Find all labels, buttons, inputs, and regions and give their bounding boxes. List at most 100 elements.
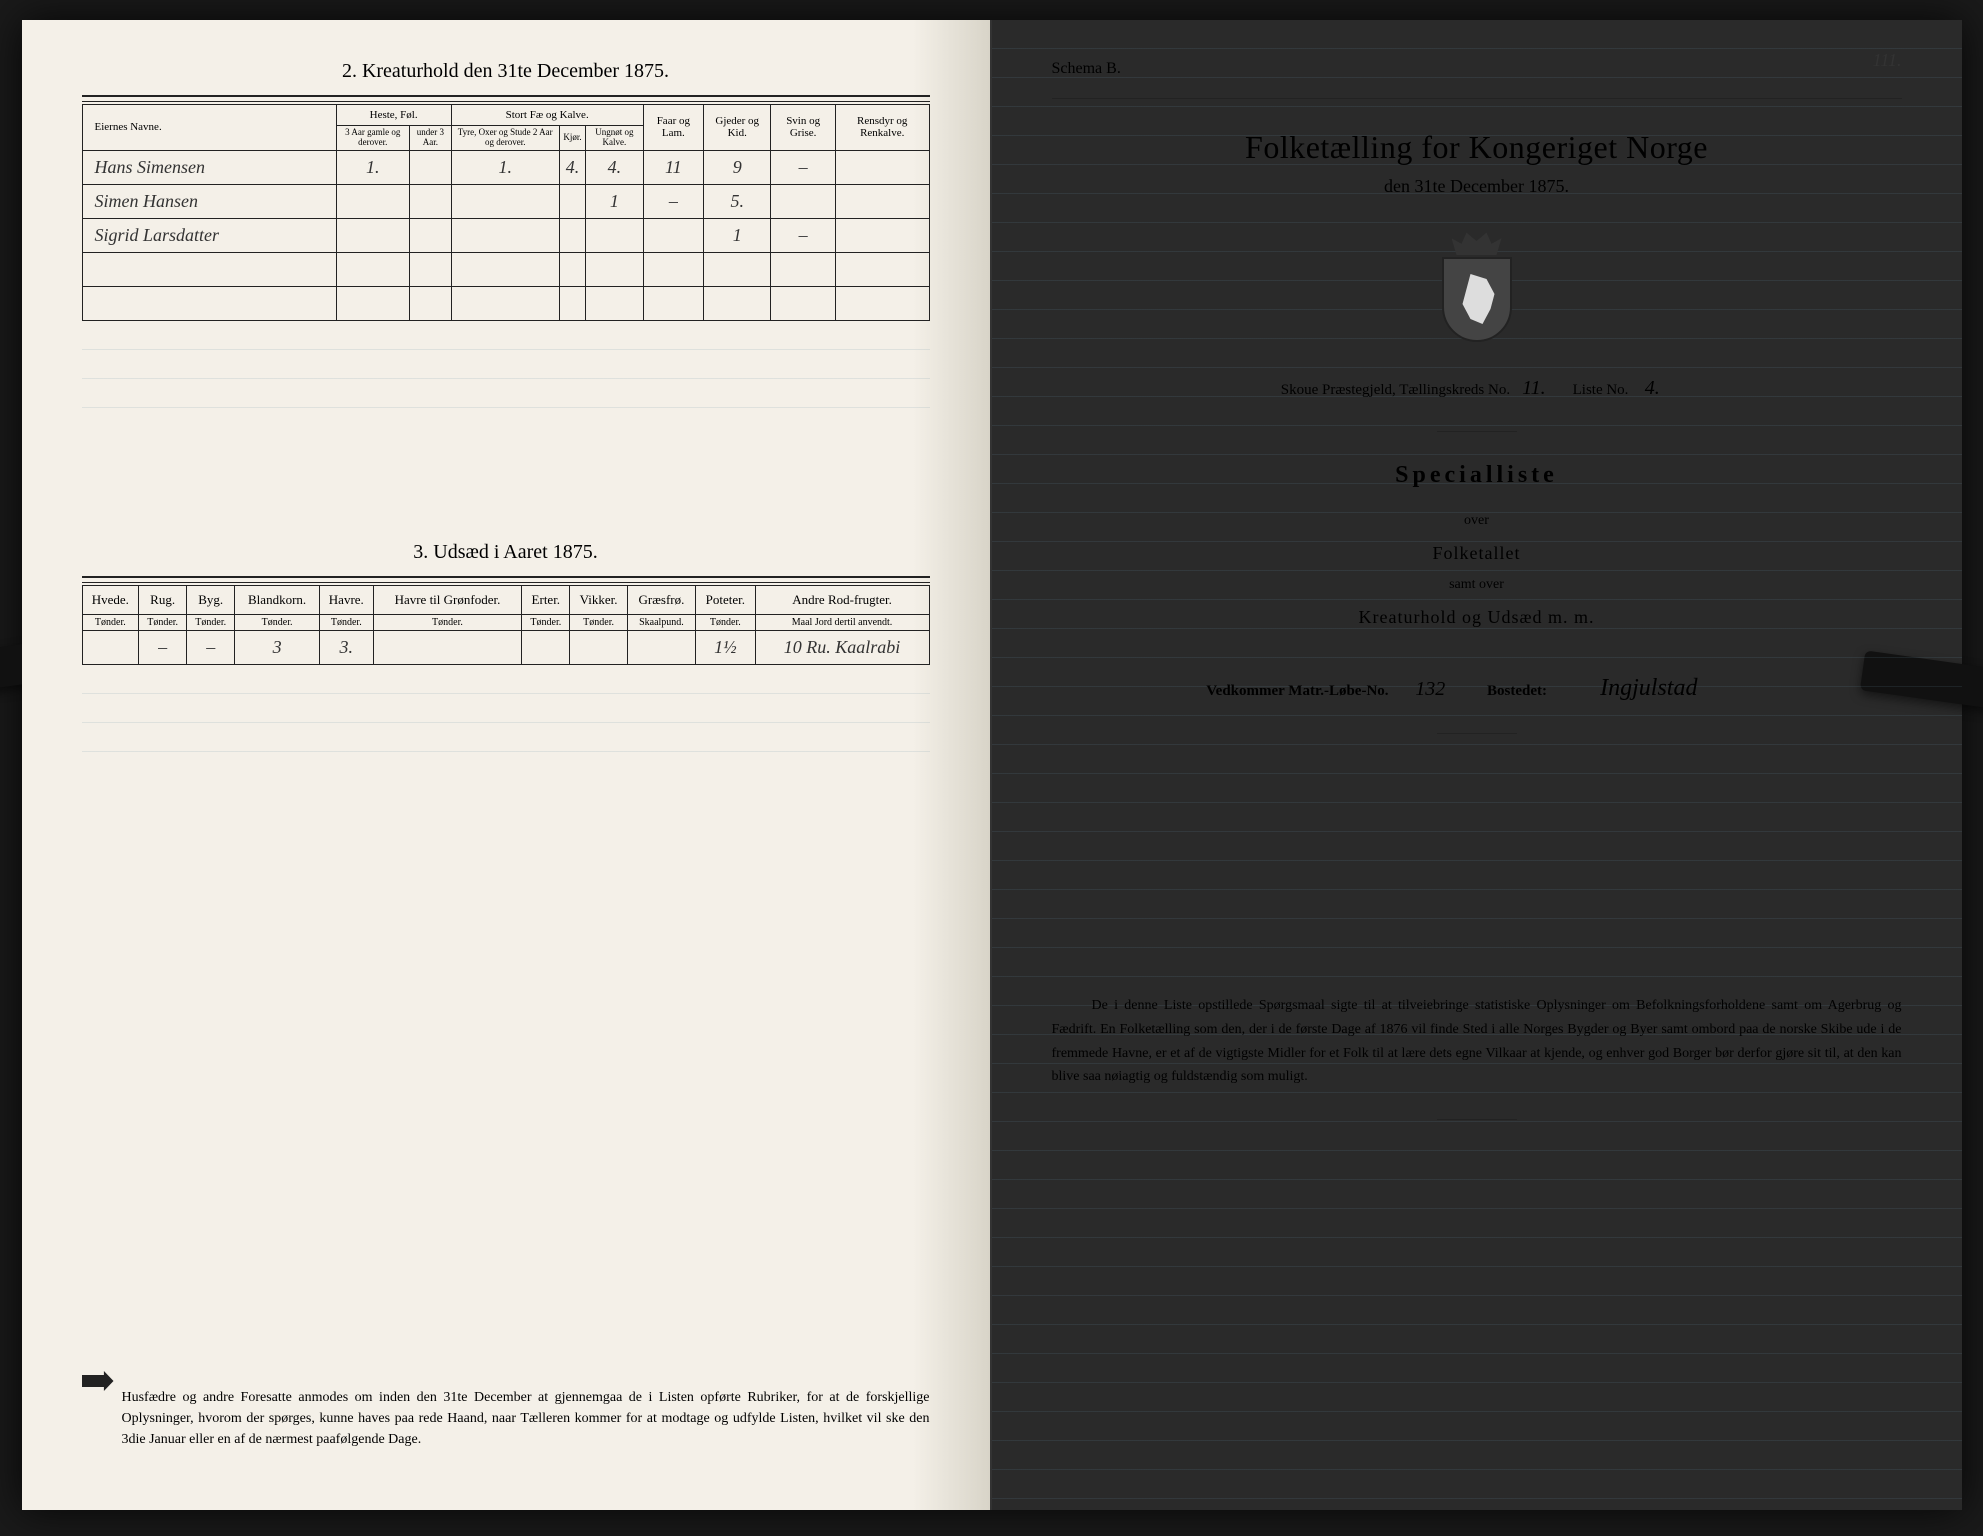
parish-prefix: Skoue Præstegjeld, Tællingskreds No. [1281, 382, 1510, 398]
col-header: Byg. [187, 585, 235, 614]
table-cell [835, 150, 929, 184]
rule [82, 582, 930, 583]
col-unit: Tønder. [82, 614, 139, 630]
over-block: over Folketallet samt over Kreaturhold o… [1052, 507, 1902, 635]
liste-label: Liste No. [1573, 382, 1629, 398]
table-cell [643, 286, 703, 320]
kreatur-line: Kreaturhold og Udsæd m. m. [1052, 599, 1902, 635]
samt-over-label: samt over [1052, 571, 1902, 599]
table-cell [451, 286, 559, 320]
table-cell [835, 184, 929, 218]
table-cell: 1. [336, 150, 409, 184]
table-cell: – [771, 150, 836, 184]
table-cell: 5. [704, 184, 771, 218]
col-header: Poteter. [696, 585, 756, 614]
table-cell: 1½ [696, 630, 756, 664]
table-cell: 1 [704, 218, 771, 252]
col-cattle-b: Kjør. [559, 126, 586, 151]
col-unit: Tønder. [373, 614, 522, 630]
rule [1052, 98, 1902, 99]
table-cell [336, 218, 409, 252]
table-cell [373, 630, 522, 664]
table-cell [451, 252, 559, 286]
col-unit: Tønder. [522, 614, 570, 630]
census-title: Folketælling for Kongeriget Norge [1052, 129, 1902, 166]
table-cell [771, 184, 836, 218]
table-cell: 9 [704, 150, 771, 184]
section3-title: 3. Udsæd i Aaret 1875. [82, 541, 930, 564]
kreds-number: 11. [1514, 377, 1554, 401]
blank-lined-area [82, 321, 930, 421]
rule [82, 576, 930, 578]
table-cell: 1. [451, 150, 559, 184]
col-unit: Tønder. [319, 614, 373, 630]
pointing-hand-icon [82, 1371, 114, 1391]
table-cell: – [643, 184, 703, 218]
udsaed-table: Hvede.Rug.Byg.Blandkorn.Havre.Havre til … [82, 585, 930, 665]
table-cell: 11 [643, 150, 703, 184]
table-cell: – [187, 630, 235, 664]
table-cell [451, 218, 559, 252]
table-cell [586, 218, 643, 252]
section2-title: 2. Kreaturhold den 31te December 1875. [82, 60, 930, 83]
footnote-text: Husfædre og andre Foresatte anmodes om i… [122, 1387, 930, 1450]
col-owner: Eiernes Navne. [82, 105, 336, 151]
bostedet-label: Bostedet: [1487, 683, 1547, 699]
table-cell [410, 218, 452, 252]
table-cell [336, 252, 409, 286]
short-rule [1437, 431, 1517, 432]
col-pig: Svin og Grise. [771, 105, 836, 151]
short-rule [1437, 733, 1517, 734]
table-cell [643, 252, 703, 286]
table-cell: 4. [586, 150, 643, 184]
table-cell: 3. [319, 630, 373, 664]
table-cell [336, 286, 409, 320]
table-row: Simen Hansen 1–5. [82, 184, 929, 218]
short-rule [1437, 1119, 1517, 1120]
rule [82, 95, 930, 97]
matr-number: 132 [1400, 678, 1460, 702]
section-udsaed: 3. Udsæd i Aaret 1875. Hvede.Rug.Byg.Bla… [82, 541, 930, 765]
col-group-cattle: Stort Fæ og Kalve. [451, 105, 643, 126]
col-header: Vikker. [570, 585, 628, 614]
liste-number: 4. [1632, 377, 1672, 401]
blank-lined-area [82, 665, 930, 765]
col-goat: Gjeder og Kid. [704, 105, 771, 151]
table-cell: 3 [235, 630, 320, 664]
table-cell [410, 252, 452, 286]
col-header: Hvede. [82, 585, 139, 614]
table-row: Hans Simensen1.1.4.4.119– [82, 150, 929, 184]
table-cell [336, 184, 409, 218]
table-row: Sigrid Larsdatter1– [82, 218, 929, 252]
table-cell [627, 630, 695, 664]
left-page: 2. Kreaturhold den 31te December 1875. E… [22, 20, 992, 1510]
table-cell: – [139, 630, 187, 664]
table-cell: – [771, 218, 836, 252]
col-reindeer: Rensdyr og Renkalve. [835, 105, 929, 151]
table-cell [559, 218, 586, 252]
table-cell [771, 252, 836, 286]
col-unit: Tønder. [570, 614, 628, 630]
parish-line: Skoue Præstegjeld, Tællingskreds No. 11.… [1052, 377, 1902, 401]
shield-icon [1442, 257, 1512, 342]
table-cell: 1 [586, 184, 643, 218]
col-unit: Tønder. [696, 614, 756, 630]
schema-label: Schema B. [1052, 60, 1902, 78]
table-cell [410, 286, 452, 320]
section-kreaturhold: 2. Kreaturhold den 31te December 1875. E… [82, 60, 930, 421]
col-group-horse: Heste, Føl. [336, 105, 451, 126]
right-page: 111. Schema B. Folketælling for Kongerig… [992, 20, 1962, 1510]
table-cell [522, 630, 570, 664]
table-cell [82, 630, 139, 664]
table-cell [451, 184, 559, 218]
census-subtitle: den 31te December 1875. [1052, 176, 1902, 197]
table-cell [835, 218, 929, 252]
crown-icon [1452, 227, 1502, 255]
page-number: 111. [1873, 50, 1902, 71]
table-cell: Simen Hansen [82, 184, 336, 218]
table-cell [570, 630, 628, 664]
table-cell [82, 252, 336, 286]
col-unit: Tønder. [235, 614, 320, 630]
table-cell [410, 150, 452, 184]
table-cell [410, 184, 452, 218]
